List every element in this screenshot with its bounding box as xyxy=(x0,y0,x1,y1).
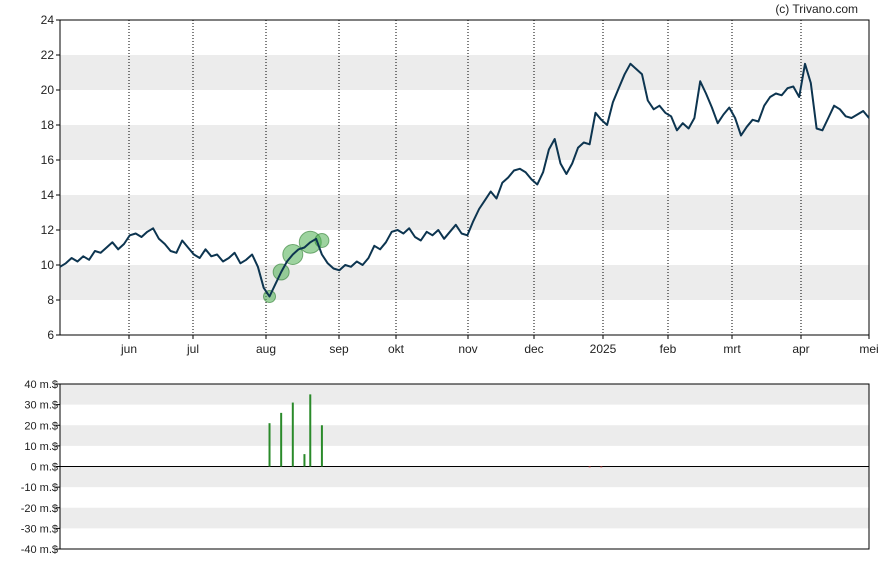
price-y-tick-label: 22 xyxy=(41,48,55,62)
price-x-tick-label: apr xyxy=(792,342,809,356)
volume-band xyxy=(60,466,869,488)
price-line xyxy=(59,62,870,298)
volume-y-tick-label: -30 m.$ xyxy=(21,523,58,535)
volume-y-tick-label: 10 m.$ xyxy=(24,441,58,453)
volume-band xyxy=(60,507,869,529)
price-x-tick-label: jul xyxy=(186,342,199,356)
volume-band xyxy=(60,384,869,405)
price-x-tick-label: dec xyxy=(524,342,543,356)
credit-text: (c) Trivano.com xyxy=(775,2,858,16)
price-x-tick-label: nov xyxy=(458,342,477,356)
volume-y-tick-label: 20 m.$ xyxy=(24,420,58,432)
volume-y-tick-label: 40 m.$ xyxy=(24,379,58,391)
price-band xyxy=(60,125,869,160)
price-y-tick-label: 16 xyxy=(41,153,55,167)
price-x-tick-label: okt xyxy=(388,342,405,356)
volume-band xyxy=(60,425,869,446)
price-x-tick-label: mei xyxy=(859,342,878,356)
price-x-tick-label: jun xyxy=(120,342,137,356)
price-x-tick-label: feb xyxy=(660,342,677,356)
price-plot-frame xyxy=(59,19,870,336)
price-x-tick-label: sep xyxy=(329,342,349,356)
volume-y-tick-label: 30 m.$ xyxy=(24,400,58,412)
price-band xyxy=(60,55,869,90)
price-x-tick-label: mrt xyxy=(723,342,741,356)
price-y-tick-label: 24 xyxy=(41,13,55,27)
price-chart-panel: 6 8 10 12 14 16 18 20 22 24 jun jul aug sep okt nov dec 2… xyxy=(41,13,879,356)
price-y-tick-label: 10 xyxy=(41,258,55,272)
price-x-tick-label: 2025 xyxy=(590,342,617,356)
volume-y-tick-label: -40 m.$ xyxy=(21,544,58,556)
price-y-tick-label: 6 xyxy=(47,328,54,342)
price-x-tick-label: aug xyxy=(256,342,276,356)
price-y-tick-label: 8 xyxy=(47,293,54,307)
price-y-tick-label: 18 xyxy=(41,118,55,132)
volume-y-tick-label: 0 m.$ xyxy=(30,462,58,474)
price-y-tick-label: 20 xyxy=(41,83,55,97)
price-y-tick-label: 14 xyxy=(41,188,55,202)
price-band xyxy=(60,265,869,300)
volume-chart-panel: 40 m.$ 30 m.$ 20 m.$ 10 m.$ 0 m.$ -10 m.$ -20 … xyxy=(21,379,870,556)
price-y-tick-label: 12 xyxy=(41,223,55,237)
volume-y-tick-label: -20 m.$ xyxy=(21,503,58,515)
price-band xyxy=(60,195,869,230)
volume-y-tick-label: -10 m.$ xyxy=(21,482,58,494)
